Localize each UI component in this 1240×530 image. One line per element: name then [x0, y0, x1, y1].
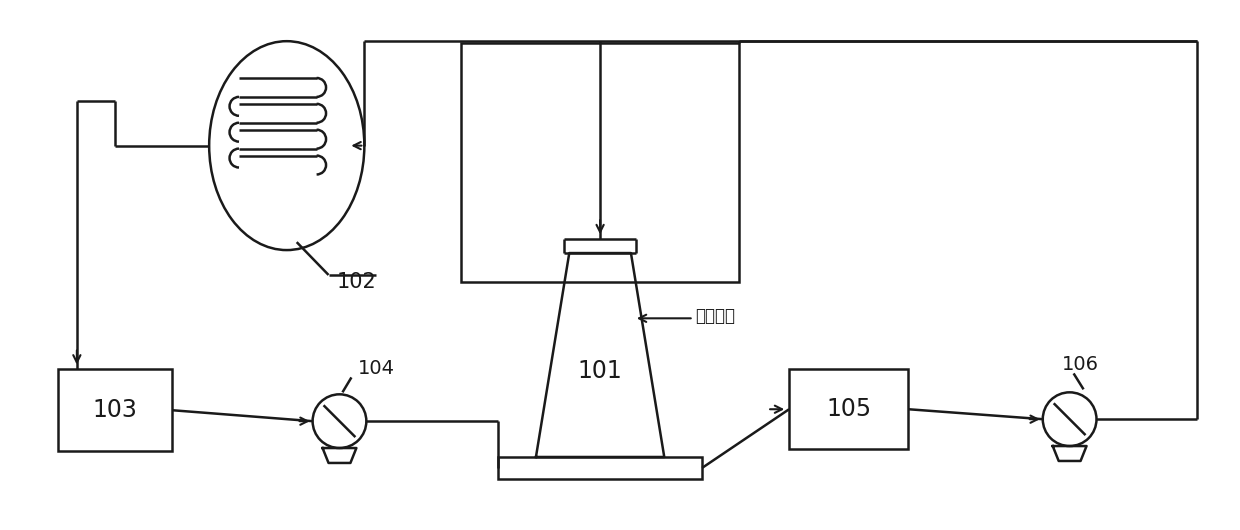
Text: 102: 102: [336, 272, 376, 292]
Text: 补充软水: 补充软水: [696, 307, 735, 325]
Text: 106: 106: [1061, 356, 1099, 374]
Bar: [461, 43, 739, 282]
Bar: [58, 369, 172, 451]
Bar: [789, 369, 909, 449]
Text: 104: 104: [357, 359, 394, 378]
Text: 101: 101: [578, 359, 622, 383]
Text: 105: 105: [826, 398, 872, 421]
Bar: [498, 457, 702, 479]
Text: 103: 103: [93, 398, 138, 422]
